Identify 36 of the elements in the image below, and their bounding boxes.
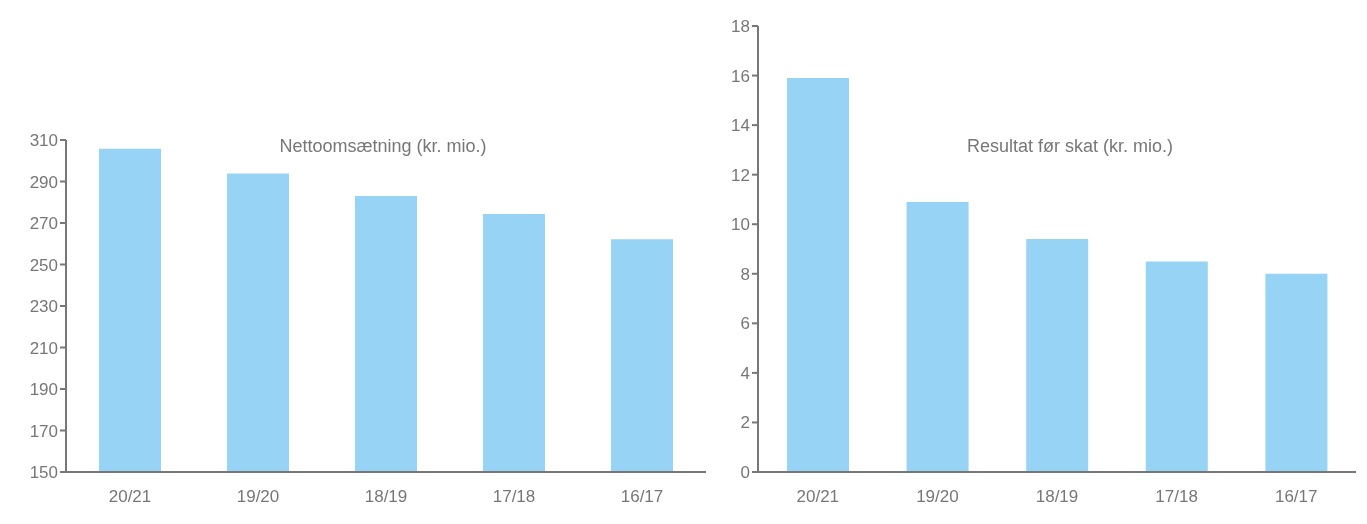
bar xyxy=(1026,239,1089,472)
y-tick-label: 230 xyxy=(29,297,58,317)
x-tick-label: 16/17 xyxy=(620,487,664,507)
chart-title: Nettoomsætning (kr. mio.) xyxy=(279,136,487,157)
bar xyxy=(1265,273,1328,472)
x-tick-label: 18/19 xyxy=(1035,487,1079,507)
y-tick-label: 250 xyxy=(29,255,58,275)
y-tick-label: 210 xyxy=(29,338,58,358)
y-tick-label: 0 xyxy=(740,463,750,483)
y-tick-label: 170 xyxy=(29,421,58,441)
y-tick-label: 16 xyxy=(731,66,750,86)
x-tick-label: 17/18 xyxy=(492,487,536,507)
y-tick-label: 10 xyxy=(731,215,750,235)
y-tick-label: 18 xyxy=(731,17,750,37)
y-tick-label: 2 xyxy=(740,413,750,433)
y-tick-label: 290 xyxy=(29,172,58,192)
x-tick-label: 17/18 xyxy=(1155,487,1198,507)
y-tick-label: 8 xyxy=(740,264,750,284)
y-tick-label: 14 xyxy=(731,116,750,136)
x-tick-label: 16/17 xyxy=(1274,487,1318,507)
x-tick-label: 19/20 xyxy=(236,487,280,507)
y-tick-label: 12 xyxy=(731,165,750,185)
x-tick-label: 19/20 xyxy=(916,487,959,507)
y-tick-label: 190 xyxy=(29,380,58,400)
bar xyxy=(787,78,849,472)
bar xyxy=(1145,261,1208,472)
y-tick-label: 310 xyxy=(29,131,58,151)
bar xyxy=(906,201,969,472)
y-tick-label: 150 xyxy=(29,463,58,483)
x-tick-label: 18/19 xyxy=(364,487,408,507)
y-tick-label: 270 xyxy=(29,214,58,234)
y-tick-label: 6 xyxy=(740,314,750,334)
x-tick-label: 20/21 xyxy=(108,487,152,507)
y-tick-label: 4 xyxy=(740,363,750,383)
text: Resultat før skat (kr. mio.) xyxy=(966,136,1174,157)
x-tick-label: 20/21 xyxy=(796,487,840,507)
